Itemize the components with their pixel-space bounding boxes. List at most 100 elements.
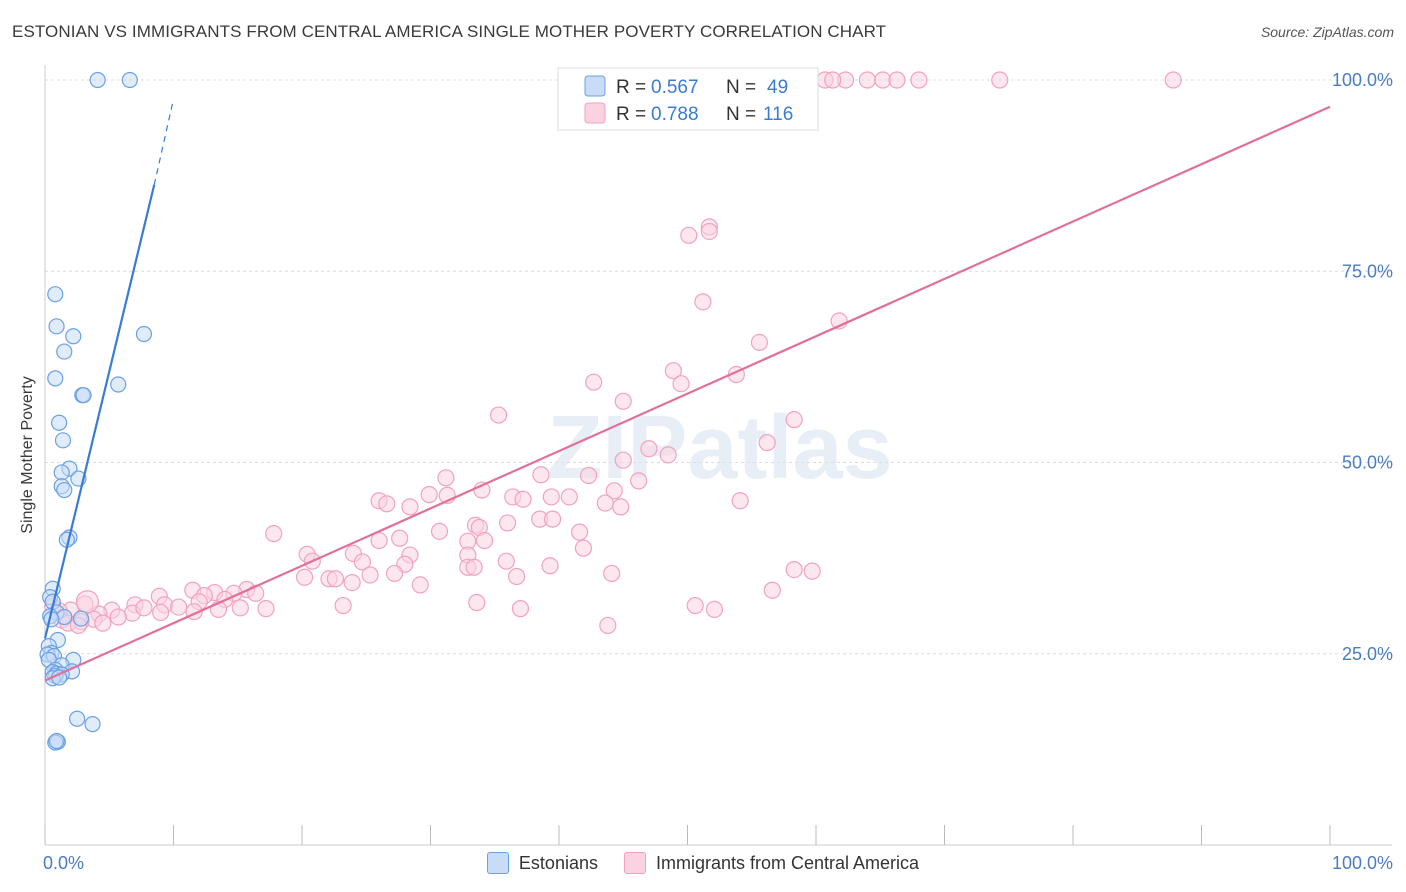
y-tick-label: 75.0% — [1342, 261, 1393, 281]
point-estonians — [110, 376, 127, 393]
point-estonians — [56, 481, 73, 499]
point-immigrants — [468, 593, 486, 612]
point-immigrants — [672, 375, 690, 393]
point-immigrants — [803, 562, 821, 580]
trend-line-immigrants — [44, 105, 1331, 682]
legend-n-label-1: N = — [726, 77, 756, 98]
chart-title: ESTONIAN VS IMMIGRANTS FROM CENTRAL AMER… — [12, 22, 887, 41]
point-immigrants — [910, 71, 928, 89]
stats-legend: R = 0.567 N = 49 R = 0.788 N = 116 — [557, 67, 819, 131]
point-immigrants — [391, 529, 409, 547]
point-immigrants — [541, 557, 559, 575]
point-immigrants — [411, 576, 429, 594]
point-estonians — [56, 343, 73, 360]
point-immigrants — [465, 558, 483, 576]
point-immigrants — [1164, 71, 1182, 89]
point-immigrants — [490, 406, 508, 424]
legend-item-estonians: Estonians — [486, 852, 598, 874]
point-immigrants — [385, 564, 404, 583]
axis-layer — [44, 65, 1392, 846]
point-immigrants — [579, 466, 598, 485]
legend-label-immigrants: Immigrants from Central America — [655, 852, 920, 873]
point-immigrants — [507, 567, 526, 586]
point-immigrants — [326, 570, 345, 588]
point-estonians — [135, 325, 153, 343]
point-estonians — [51, 414, 68, 431]
point-immigrants — [785, 560, 803, 579]
point-estonians — [47, 286, 64, 303]
point-immigrants — [599, 616, 617, 635]
point-immigrants — [514, 490, 532, 508]
legend-r-label-1: R = — [616, 77, 646, 98]
legend-r-value-1: 0.567 — [651, 77, 699, 98]
point-immigrants — [630, 472, 648, 490]
point-immigrants — [705, 600, 724, 618]
point-immigrants — [511, 600, 530, 618]
point-immigrants — [750, 333, 769, 351]
point-immigrants — [361, 566, 379, 584]
point-immigrants — [295, 568, 314, 586]
point-immigrants — [430, 522, 449, 540]
watermark: ZIPatlas — [547, 398, 892, 498]
point-immigrants — [659, 446, 677, 464]
legend-swatch-blue — [486, 852, 509, 874]
legend-r-label-2: R = — [616, 104, 646, 125]
series-immigrants-points — [44, 71, 1182, 635]
point-immigrants — [135, 599, 153, 617]
point-estonians — [84, 716, 101, 733]
point-immigrants — [731, 492, 749, 510]
point-estonians — [65, 328, 82, 345]
point-immigrants — [585, 373, 603, 391]
point-immigrants — [991, 71, 1009, 89]
point-immigrants — [543, 510, 562, 528]
point-immigrants — [763, 581, 781, 599]
point-immigrants — [475, 531, 494, 550]
point-immigrants — [499, 514, 517, 532]
point-estonians — [54, 432, 72, 449]
y-tick-label: 100.0% — [1332, 70, 1393, 90]
y-tick-label: 50.0% — [1342, 453, 1393, 473]
point-estonians — [89, 71, 106, 89]
point-immigrants — [109, 608, 127, 626]
point-immigrants — [542, 488, 560, 506]
legend-r-value-2: 0.788 — [651, 104, 699, 125]
point-immigrants — [353, 553, 371, 571]
point-immigrants — [686, 596, 704, 615]
point-estonians — [69, 710, 86, 727]
point-immigrants — [640, 440, 658, 458]
point-estonians — [75, 387, 92, 404]
point-immigrants — [257, 600, 275, 618]
point-immigrants — [401, 498, 419, 516]
point-immigrants — [785, 411, 803, 429]
point-immigrants — [700, 222, 718, 241]
point-immigrants — [605, 482, 623, 500]
point-estonians — [48, 318, 65, 335]
point-immigrants — [532, 466, 550, 484]
legend-n-label-2: N = — [726, 104, 756, 125]
series-estonians-points — [39, 71, 153, 751]
grid-layer — [45, 79, 1392, 655]
point-immigrants — [612, 498, 630, 516]
point-estonians — [53, 464, 70, 481]
point-immigrants — [888, 71, 906, 89]
y-tick-labels: 25.0% 50.0% 75.0% 100.0% — [1332, 70, 1393, 664]
point-immigrants — [94, 614, 112, 632]
point-immigrants — [75, 590, 100, 614]
legend-item-immigrants: Immigrants from Central America — [623, 852, 920, 874]
point-immigrants — [343, 574, 361, 592]
y-tick-label: 25.0% — [1342, 644, 1393, 664]
point-immigrants — [758, 434, 776, 452]
point-immigrants — [694, 293, 712, 311]
point-estonians — [48, 732, 65, 750]
trend-line-estonians — [43, 184, 156, 639]
point-immigrants — [560, 488, 578, 506]
point-immigrants — [247, 584, 265, 602]
x-tick-label-max: 100.0% — [1332, 853, 1393, 873]
point-immigrants — [614, 392, 632, 410]
legend-swatch-pink — [623, 852, 646, 874]
point-immigrants — [378, 495, 396, 513]
legend-n-value-2: 116 — [763, 104, 793, 125]
point-immigrants — [596, 494, 614, 512]
legend-n-value-1: 49 — [767, 77, 788, 98]
